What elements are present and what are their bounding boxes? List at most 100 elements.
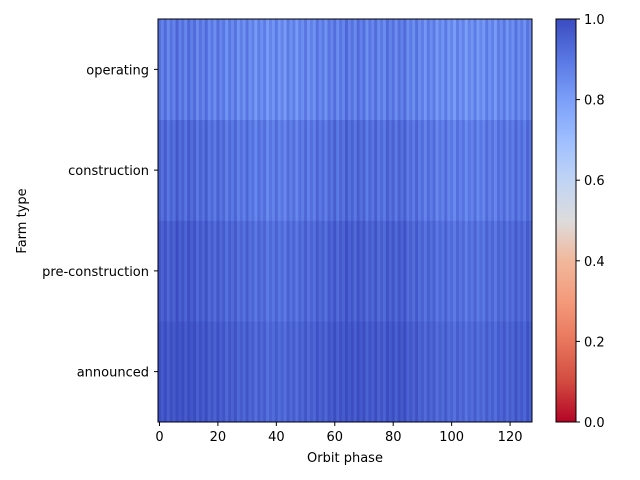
heatmap-cell [467,220,471,322]
heatmap-cell [324,220,328,322]
heatmap-cell [374,119,378,221]
heatmap-cell [327,220,331,322]
heatmap-cell [195,19,200,121]
heatmap-cell [499,321,504,423]
heatmap-cell [450,19,454,121]
heatmap-cell [526,321,530,423]
heatmap-cell [511,321,515,423]
heatmap-cell [464,220,469,322]
heatmap-cell [216,19,220,121]
heatmap-cell [271,119,276,221]
heatmap-cell [412,119,416,221]
heatmap-cell [309,321,314,423]
heatmap-cell [269,19,273,121]
heatmap-cell [283,220,287,322]
heatmap-cell [336,321,340,423]
heatmap-cell [231,19,235,121]
colorbar-tick-label: 0.4 [584,255,605,270]
heatmap-cell [201,119,206,221]
heatmap-cell [479,119,483,221]
heatmap-cell [482,321,486,423]
heatmap-cell [321,220,325,322]
heatmap-cell [456,119,460,221]
heatmap-cell [160,19,165,121]
heatmap-cell [345,19,349,121]
heatmap-cell [397,119,401,221]
heatmap-cell [239,119,244,221]
heatmap-cell [274,119,279,221]
heatmap-cell [333,321,337,423]
heatmap-cell [385,19,390,121]
heatmap-cell [190,19,194,121]
heatmap-cell [274,19,279,121]
heatmap-cell [231,119,235,221]
heatmap-cell [403,220,407,322]
heatmap-cell [187,220,191,322]
heatmap-cell [213,19,217,121]
heatmap-cell [190,321,194,423]
heatmap-cell [286,119,290,221]
heatmap-cell [456,321,460,423]
heatmap-cell [190,119,194,221]
heatmap-cell [286,321,290,423]
heatmap-cell [499,220,504,322]
heatmap-cell [257,220,261,322]
colorbar-tick-label: 0.2 [584,335,605,350]
heatmap-cell [423,321,428,423]
heatmap-cell [213,321,217,423]
heatmap-cell [172,220,176,322]
heatmap-cell [476,321,480,423]
heatmap-cell [520,119,524,221]
heatmap-cell [362,220,366,322]
heatmap-cell [406,19,410,121]
heatmap-cell [219,119,223,221]
heatmap-cell [491,321,495,423]
heatmap-cell [207,220,211,322]
y-tick-label: pre-construction [42,265,149,280]
heatmap-cell [397,19,401,121]
heatmap-cell [347,19,352,121]
heatmap-cell [269,119,273,221]
heatmap-cell [514,119,518,221]
heatmap-cell [458,321,463,423]
heatmap-cell [219,19,223,121]
heatmap-cell [444,119,448,221]
heatmap-cell [204,19,209,121]
heatmap-cell [444,19,448,121]
heatmap-cell [280,321,284,423]
heatmap-cell [494,119,498,221]
heatmap-cell [254,119,258,221]
heatmap-cell [412,19,416,121]
heatmap-cell [470,119,474,221]
heatmap-cell [362,19,366,121]
heatmap-cell [304,220,308,322]
heatmap-cell [269,321,273,423]
heatmap-cell [342,19,346,121]
heatmap-cell [444,321,448,423]
heatmap-cell [385,220,390,322]
heatmap-cell [438,321,442,423]
heatmap-cell [184,19,188,121]
heatmap-cell [330,19,334,121]
heatmap-cell [175,321,179,423]
heatmap-cell [350,321,355,423]
heatmap-cell [324,19,328,121]
heatmap-cell [248,19,252,121]
heatmap-cell [193,220,197,322]
heatmap-cell [245,19,249,121]
heatmap-cell [382,321,387,423]
heatmap-cell [435,321,439,423]
heatmap-cell [520,19,524,121]
heatmap-cell [409,220,413,322]
heatmap-cell [432,119,436,221]
heatmap-cell [488,119,492,221]
heatmap-cell [479,220,483,322]
heatmap-cell [415,220,419,322]
heatmap-cell [400,119,404,221]
heatmap-cell [321,321,325,423]
heatmap-cell [517,19,521,121]
heatmap-cell [307,220,311,322]
heatmap-cell [514,321,518,423]
heatmap-cell [464,321,469,423]
heatmap-cell [233,119,238,221]
